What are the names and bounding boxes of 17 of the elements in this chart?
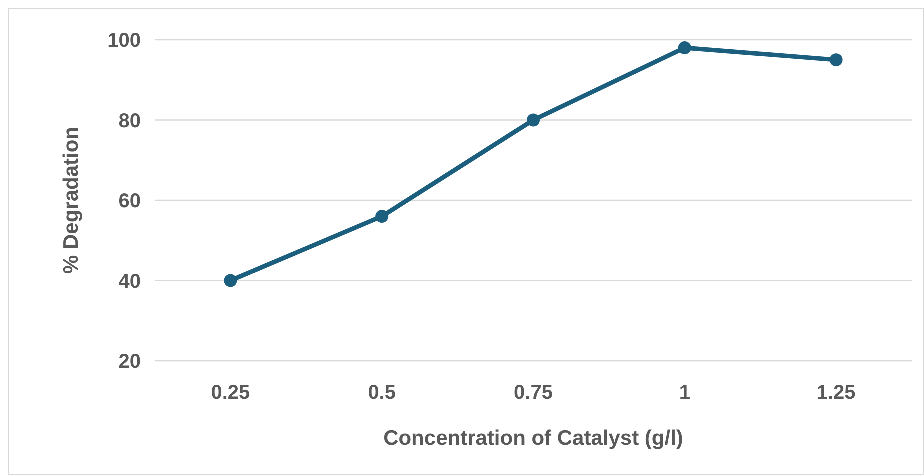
point: [678, 42, 692, 55]
x-tick-label: 1: [679, 382, 690, 404]
x-axis-title: Concentration of Catalyst (g/l): [384, 427, 684, 450]
x-tick-label: 1.25: [816, 382, 856, 404]
x-tick-label: 0.25: [211, 382, 250, 404]
point: [527, 114, 540, 127]
point: [224, 274, 238, 288]
y-tick-label: 100: [108, 30, 141, 52]
y-tick-label: 80: [118, 110, 141, 132]
x-tick-label: 0.5: [368, 382, 396, 404]
y-tick-label: 40: [118, 270, 141, 293]
y-tick-label: 20: [118, 351, 141, 373]
point: [376, 210, 389, 224]
y-axis-title: % Degradation: [60, 126, 83, 274]
point: [830, 54, 843, 67]
x-tick-label: 0.75: [514, 382, 553, 404]
y-tick-label: 60: [118, 190, 141, 212]
